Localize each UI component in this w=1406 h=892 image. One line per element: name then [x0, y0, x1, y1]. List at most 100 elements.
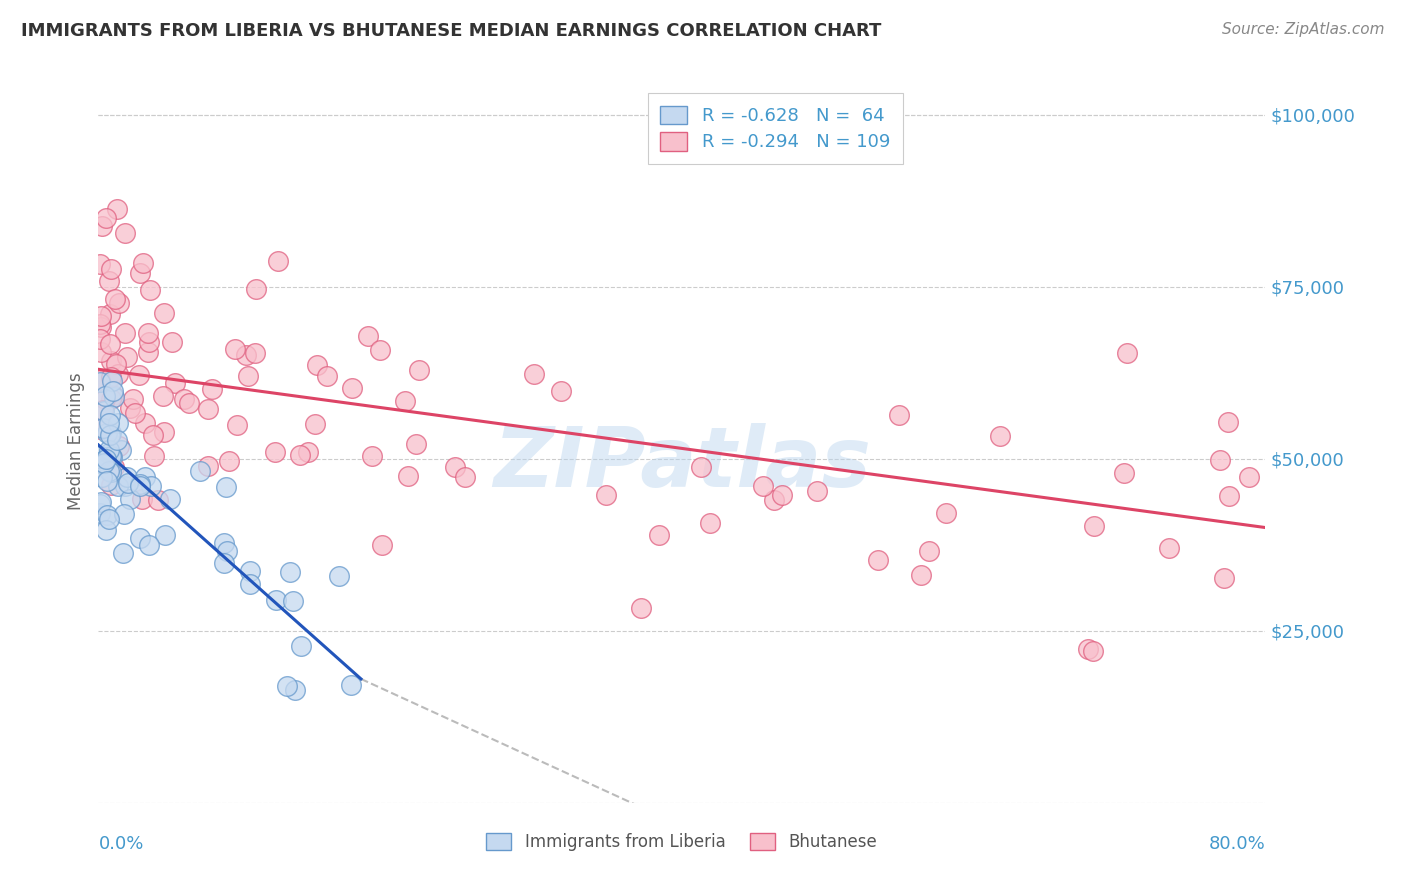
Point	[118, 401, 141, 415]
Point	[188, 464, 211, 478]
Point	[129, 531, 152, 545]
Point	[104, 293, 127, 307]
Point	[132, 256, 155, 270]
Point	[226, 417, 249, 432]
Point	[201, 382, 224, 396]
Point	[93, 404, 115, 418]
Point	[103, 459, 125, 474]
Point	[93, 452, 115, 467]
Point	[98, 274, 121, 288]
Point	[142, 427, 165, 442]
Point	[100, 354, 122, 368]
Point	[89, 256, 111, 270]
Point	[160, 334, 183, 349]
Point	[762, 493, 785, 508]
Point	[107, 367, 129, 381]
Point	[153, 425, 176, 439]
Point	[129, 479, 152, 493]
Point	[243, 345, 266, 359]
Point	[197, 401, 219, 416]
Point	[98, 416, 121, 430]
Point	[267, 254, 290, 268]
Point	[138, 538, 160, 552]
Text: 80.0%: 80.0%	[1209, 835, 1265, 854]
Point	[98, 428, 121, 442]
Point	[264, 593, 287, 607]
Point	[131, 492, 153, 507]
Point	[340, 381, 363, 395]
Text: Source: ZipAtlas.com: Source: ZipAtlas.com	[1222, 22, 1385, 37]
Point	[444, 460, 467, 475]
Point	[235, 348, 257, 362]
Point	[1213, 572, 1236, 586]
Point	[101, 374, 124, 388]
Point	[197, 459, 219, 474]
Point	[134, 416, 156, 430]
Point	[114, 226, 136, 240]
Point	[245, 282, 267, 296]
Point	[139, 283, 162, 297]
Point	[1218, 415, 1240, 429]
Point	[89, 422, 111, 436]
Point	[153, 306, 176, 320]
Point	[89, 317, 111, 331]
Point	[114, 326, 136, 340]
Text: ZIPatlas: ZIPatlas	[494, 423, 870, 504]
Point	[394, 394, 416, 409]
Point	[284, 682, 307, 697]
Point	[276, 679, 298, 693]
Point	[105, 202, 128, 216]
Point	[214, 556, 236, 570]
Point	[129, 477, 152, 491]
Point	[1237, 470, 1260, 484]
Point	[239, 564, 262, 578]
Point	[114, 479, 136, 493]
Point	[339, 678, 361, 692]
Point	[98, 307, 121, 321]
Point	[806, 483, 828, 498]
Point	[278, 565, 301, 579]
Point	[1083, 519, 1105, 533]
Point	[453, 470, 475, 484]
Point	[96, 508, 118, 522]
Point	[91, 457, 114, 471]
Point	[297, 445, 319, 459]
Point	[98, 336, 121, 351]
Point	[357, 329, 380, 343]
Point	[224, 342, 246, 356]
Point	[866, 553, 889, 567]
Point	[100, 478, 122, 492]
Point	[89, 506, 111, 520]
Point	[1112, 466, 1135, 480]
Point	[138, 334, 160, 349]
Point	[104, 357, 127, 371]
Point	[910, 568, 932, 582]
Legend: Immigrants from Liberia, Bhutanese: Immigrants from Liberia, Bhutanese	[478, 825, 886, 860]
Point	[90, 320, 112, 334]
Point	[212, 536, 235, 550]
Point	[100, 426, 122, 441]
Point	[110, 442, 132, 457]
Point	[143, 449, 166, 463]
Point	[93, 456, 115, 470]
Y-axis label: Median Earnings: Median Earnings	[67, 373, 86, 510]
Text: 0.0%: 0.0%	[98, 835, 143, 854]
Point	[105, 434, 128, 448]
Point	[96, 474, 118, 488]
Point	[90, 219, 112, 234]
Point	[316, 369, 339, 384]
Point	[107, 416, 129, 430]
Point	[136, 326, 159, 341]
Point	[396, 469, 419, 483]
Point	[1077, 642, 1099, 657]
Point	[120, 491, 142, 506]
Point	[98, 512, 121, 526]
Point	[288, 448, 311, 462]
Point	[103, 390, 125, 404]
Point	[1209, 452, 1232, 467]
Point	[304, 417, 326, 432]
Point	[136, 345, 159, 359]
Point	[405, 436, 427, 450]
Point	[368, 343, 391, 357]
Point	[371, 538, 394, 552]
